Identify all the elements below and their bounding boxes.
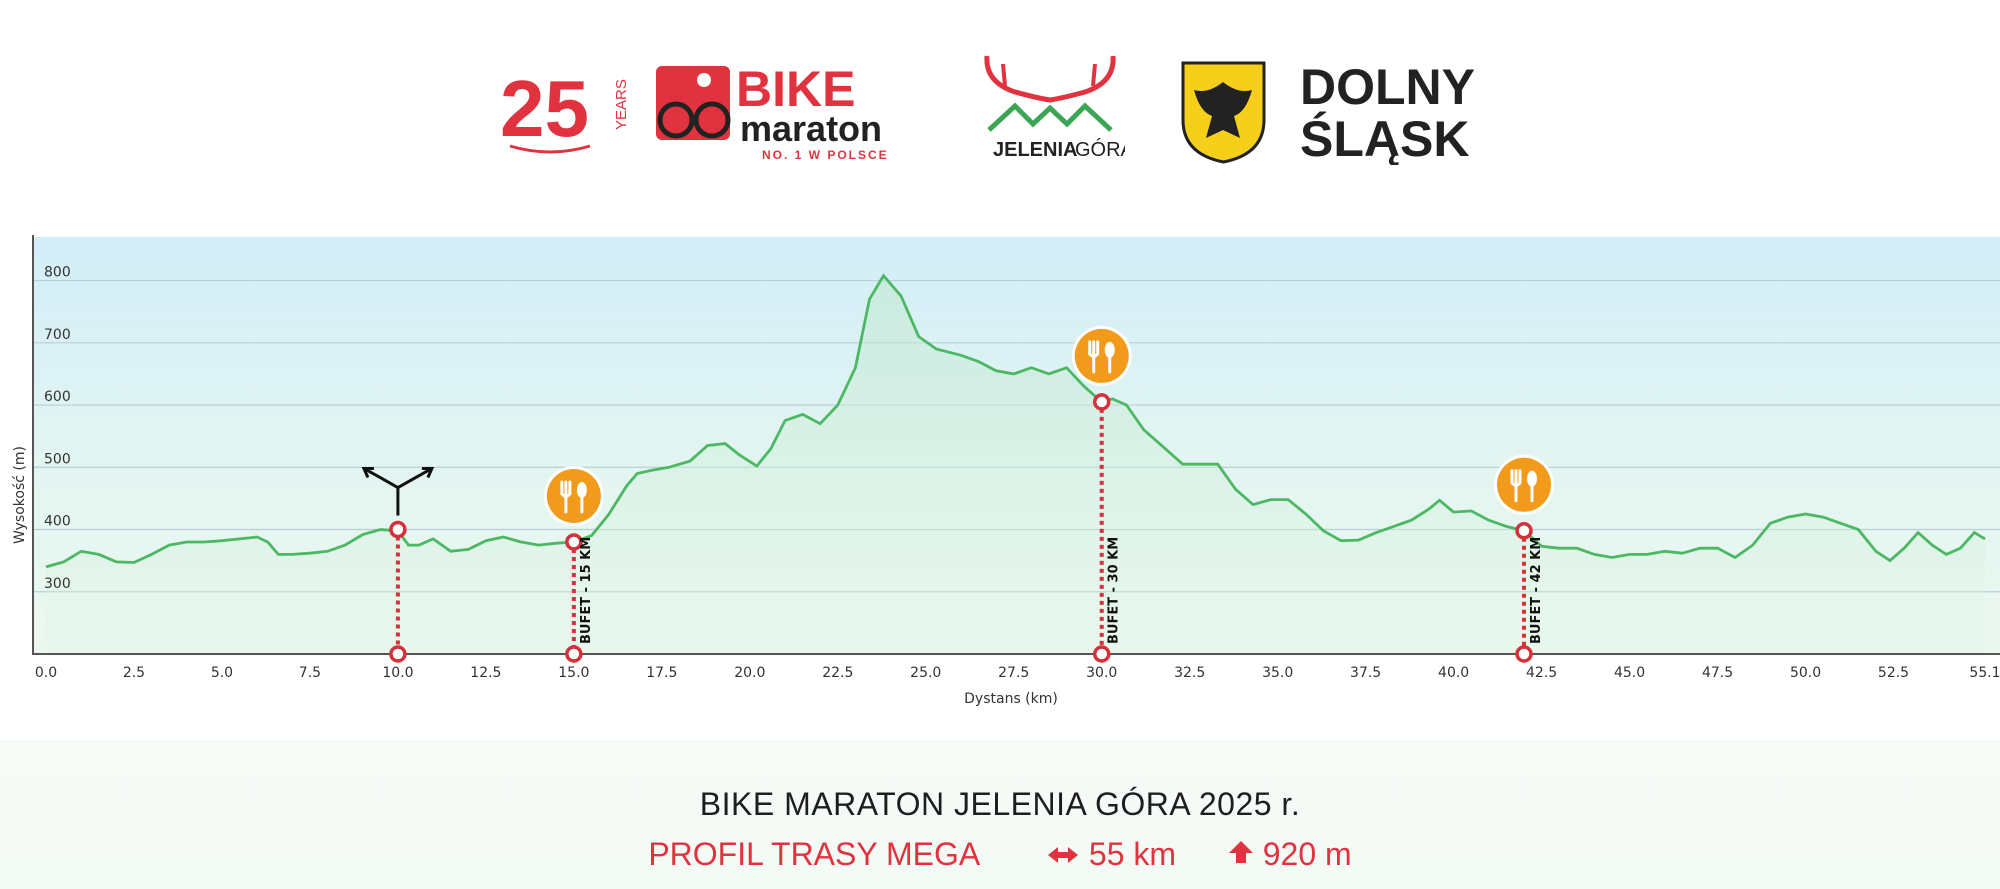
y-tick-label: 700 [44, 327, 71, 343]
antlers-icon [984, 55, 1116, 103]
race-title: BIKE MARATON JELENIA GÓRA 2025 r. [699, 786, 1301, 822]
years-word: YEARS [613, 79, 630, 130]
mountains-icon [987, 102, 1113, 132]
y-tick-labels: 300 400 500 600 700 800 [44, 265, 71, 592]
x-tick-labels: 0.0 2.5 5.0 7.5 10.0 12.5 15.0 17.5 20.0 22.5 25.0… [35, 665, 2000, 681]
x-tick-label: 30.0 [1086, 665, 1117, 681]
fork-knife-icon [1071, 325, 1132, 386]
food-station-label: BUFET - 30 KM [1107, 537, 1122, 644]
cyclist-icon [656, 66, 730, 140]
x-tick-label: 17.5 [646, 665, 677, 681]
annotation-markers: BUFET - 15 KM BUFET - 30 KM BUFET - 42 KM [361, 325, 1555, 663]
marker-base-point [389, 645, 407, 663]
food-station-marker: BUFET - 15 KM [543, 465, 604, 663]
footer: BIKE MARATON JELENIA GÓRA 2025 r. PROFIL… [0, 740, 2000, 889]
x-tick-label: 40.0 [1438, 665, 1469, 681]
gora-text: GÓRA [1075, 138, 1125, 161]
distance-icon [1046, 836, 1080, 873]
x-tick-label: 52.5 [1878, 665, 1909, 681]
fork-knife-icon [1494, 454, 1555, 515]
fork-knife-icon [543, 465, 604, 526]
x-tick-label: 32.5 [1174, 665, 1205, 681]
x-tick-label: 45.0 [1614, 665, 1645, 681]
y-tick-label: 600 [44, 389, 71, 405]
marker-point [1092, 393, 1111, 411]
x-tick-label: 47.5 [1702, 665, 1733, 681]
marker-base-point [1515, 645, 1533, 663]
marker-base-point [565, 645, 583, 663]
bike-maraton-logo: 25 YEARS BIKE maraton NO. 1 W POLSCE [500, 61, 889, 162]
food-station-marker: BUFET - 42 KM [1494, 454, 1555, 663]
route-junction-marker [361, 467, 435, 663]
y-tick-label: 800 [44, 265, 71, 281]
elevation-value: 920 m [1262, 836, 1352, 873]
distance-value: 55 km [1088, 836, 1177, 873]
food-station-label: BUFET - 15 KM [579, 537, 594, 644]
jelenia-text: JELENIA [993, 139, 1077, 161]
x-tick-label: 25.0 [910, 665, 941, 681]
y-tick-label: 500 [44, 451, 71, 467]
food-station-marker: BUFET - 30 KM [1071, 325, 1132, 663]
marker-point [1515, 522, 1533, 540]
elevation-icon [1228, 836, 1254, 873]
x-tick-label: 10.0 [382, 665, 413, 681]
jelenia-gora-logo: JELENIA GÓRA [984, 55, 1125, 161]
bike-text: BIKE [736, 61, 855, 117]
y-axis-label: Wysokość (m) [12, 446, 28, 544]
junction-arrow-icon [361, 467, 435, 516]
x-tick-label: 12.5 [470, 665, 501, 681]
y-tick-label: 400 [44, 514, 71, 530]
marker-point [565, 533, 583, 551]
x-tick-label: 15.0 [558, 665, 589, 681]
x-tick-label: 7.5 [299, 665, 321, 681]
x-tick-label: 2.5 [123, 665, 145, 681]
laurel-icon [509, 144, 591, 154]
x-tick-label: 27.5 [998, 665, 1029, 681]
dolny-text: DOLNY [1300, 60, 1475, 115]
x-tick-label: 37.5 [1350, 665, 1381, 681]
x-tick-label: 42.5 [1526, 665, 1557, 681]
x-tick-label: 0.0 [35, 665, 57, 681]
food-station-label: BUFET - 42 KM [1529, 537, 1544, 644]
eagle-icon [1194, 82, 1252, 138]
x-tick-label: 50.0 [1790, 665, 1821, 681]
logo-row: 25 YEARS BIKE maraton NO. 1 W POLSCE JEL… [0, 0, 2000, 225]
marker-point [389, 520, 407, 539]
elevation-area [46, 275, 1985, 654]
maraton-text: maraton [740, 108, 882, 149]
elevation-chart: 0.0 2.5 5.0 7.5 10.0 12.5 15.0 17.5 20.0 22.5 25.0… [0, 225, 2000, 730]
years-number: 25 [500, 64, 589, 153]
x-tick-label: 5.0 [211, 665, 233, 681]
route-summary: PROFIL TRASY MEGA 55 km 920 m [0, 834, 2000, 873]
marker-base-point [1092, 645, 1111, 663]
tagline-text: NO. 1 W POLSCE [762, 148, 889, 162]
x-tick-label: 22.5 [822, 665, 853, 681]
x-tick-label: 35.0 [1262, 665, 1293, 681]
x-axis-label: Dystans (km) [964, 691, 1058, 707]
elevation-line [45, 273, 1986, 569]
dolny-slask-logo: DOLNY ŚLĄSK [1181, 60, 1475, 165]
x-tick-label: 20.0 [734, 665, 765, 681]
slask-text: ŚLĄSK [1300, 111, 1469, 165]
profile-label: PROFIL TRASY MEGA [648, 836, 981, 873]
x-tick-label: 55.1 [1969, 665, 2000, 681]
y-tick-label: 300 [44, 576, 71, 592]
